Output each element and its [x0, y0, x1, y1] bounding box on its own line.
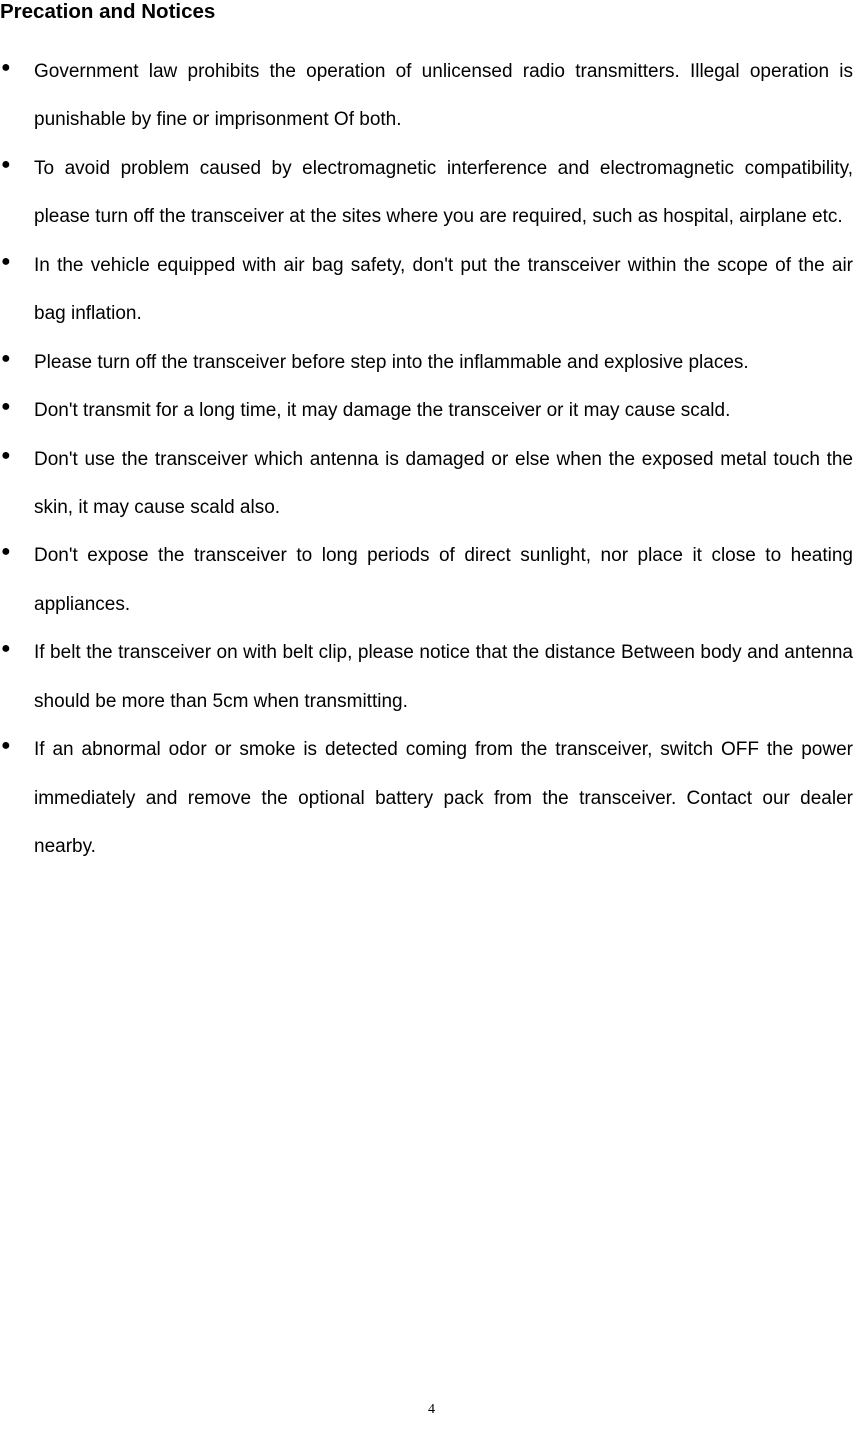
list-item: If belt the transceiver on with belt cli… [34, 629, 853, 726]
page-heading: Precation and Notices [0, 0, 853, 24]
list-item: Don't transmit for a long time, it may d… [34, 387, 853, 435]
list-item: If an abnormal odor or smoke is detected… [34, 726, 853, 871]
list-item: To avoid problem caused by electromagnet… [34, 145, 853, 242]
list-item: In the vehicle equipped with air bag saf… [34, 242, 853, 339]
list-item: Government law prohibits the operation o… [34, 48, 853, 145]
list-item: Don't expose the transceiver to long per… [34, 532, 853, 629]
list-item: Please turn off the transceiver before s… [34, 339, 853, 387]
page-number: 4 [0, 1402, 863, 1418]
document-page: Precation and Notices Government law pro… [0, 0, 863, 871]
list-item: Don't use the transceiver which antenna … [34, 436, 853, 533]
notices-list: Government law prohibits the operation o… [0, 48, 853, 871]
